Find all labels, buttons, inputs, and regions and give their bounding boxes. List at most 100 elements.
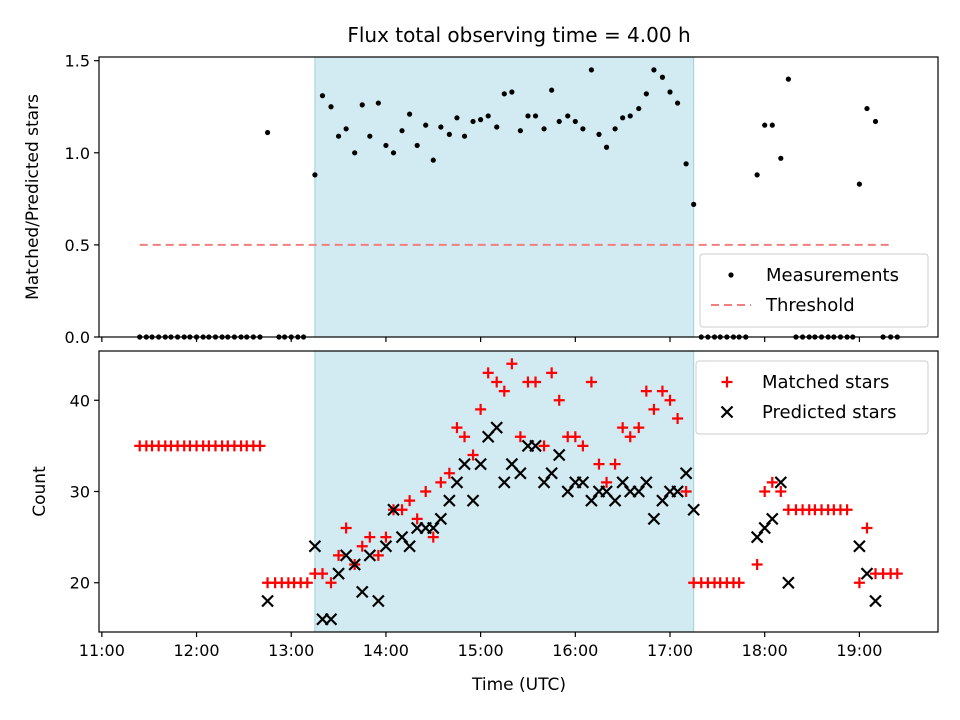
data-point <box>478 117 484 123</box>
data-point <box>383 142 389 149</box>
data-point <box>308 539 322 553</box>
data-point <box>872 118 879 125</box>
data-point <box>674 100 681 106</box>
data-point <box>565 113 571 119</box>
data-point <box>576 476 590 489</box>
data-point <box>443 494 456 507</box>
data-point <box>778 155 784 161</box>
x-tick-label: 17:00 <box>647 641 693 660</box>
data-point <box>363 549 377 562</box>
data-point <box>647 512 661 526</box>
data-point <box>356 540 368 552</box>
data-point <box>529 439 542 453</box>
y-tick-label: 1.0 <box>65 144 90 163</box>
count-panel: 11:00 12:00 13:00 14:00 15:00 16:00 17:00 18:00… <box>30 350 939 660</box>
data-point <box>532 113 539 119</box>
data-point <box>490 421 503 434</box>
x-tick-label: 13:00 <box>268 641 314 660</box>
data-point <box>766 476 778 488</box>
data-point <box>420 486 432 497</box>
data-point <box>620 115 626 121</box>
data-point <box>636 105 642 112</box>
data-point <box>733 577 745 589</box>
data-point <box>659 74 666 80</box>
data-point <box>423 122 429 128</box>
data-point <box>603 144 610 150</box>
data-point <box>403 539 416 553</box>
legend-box <box>699 253 929 328</box>
x-tick-label: 16:00 <box>552 641 598 660</box>
data-point <box>601 476 613 488</box>
data-point <box>316 568 328 580</box>
data-point <box>656 385 668 397</box>
data-point <box>766 512 779 526</box>
data-point <box>411 513 423 525</box>
legend-label: Matched stars <box>762 372 889 393</box>
data-point <box>545 466 558 480</box>
data-point <box>430 157 436 163</box>
data-point <box>541 126 547 132</box>
data-point <box>856 181 863 187</box>
data-point <box>577 440 589 452</box>
data-point <box>352 150 358 156</box>
data-point <box>459 431 471 443</box>
data-point <box>580 126 586 132</box>
data-point <box>467 449 479 461</box>
data-point <box>364 531 376 543</box>
data-point <box>509 89 515 95</box>
data-point <box>612 126 618 132</box>
y-axis-label: Matched/Predicted stars <box>23 94 43 300</box>
data-point <box>648 403 660 415</box>
data-point <box>608 494 622 507</box>
data-point <box>435 476 447 488</box>
data-point <box>491 376 503 388</box>
series-matched-stars <box>134 358 903 589</box>
data-point <box>438 124 444 130</box>
series-predicted-stars <box>261 421 882 626</box>
data-point <box>514 466 527 480</box>
data-point <box>404 495 416 507</box>
data-point <box>474 457 487 471</box>
data-point <box>319 93 326 99</box>
data-point <box>454 115 460 121</box>
data-point <box>633 422 645 434</box>
data-point <box>691 201 697 207</box>
legend-label: Predicted stars <box>762 402 896 423</box>
data-point <box>617 422 629 434</box>
axes-frame <box>98 56 939 338</box>
data-point <box>340 522 352 534</box>
data-point <box>461 133 468 139</box>
data-point <box>588 67 595 73</box>
data-point <box>762 122 768 128</box>
y-tick-label: 20 <box>70 574 90 593</box>
legend-label: Threshold <box>765 295 855 316</box>
legend-label: Measurements <box>766 265 899 286</box>
y-tick-label: 40 <box>70 391 90 410</box>
data-point <box>335 133 342 139</box>
data-point <box>860 567 874 580</box>
observing-window <box>314 56 695 338</box>
data-point <box>853 577 865 589</box>
data-point <box>396 504 408 516</box>
data-point <box>325 577 337 589</box>
data-point <box>556 118 562 125</box>
legend-marker <box>728 272 734 278</box>
data-point <box>640 385 652 397</box>
y-axis-label: Count <box>30 466 50 517</box>
data-point <box>328 104 334 110</box>
data-point <box>549 87 555 93</box>
data-point <box>498 476 511 489</box>
data-point <box>359 102 365 108</box>
data-point <box>254 440 266 452</box>
data-point <box>264 129 271 136</box>
data-point <box>585 376 597 388</box>
data-point <box>769 122 775 128</box>
data-point <box>466 494 480 507</box>
data-point <box>446 131 452 137</box>
data-point <box>312 172 318 178</box>
data-point <box>434 512 448 526</box>
data-point <box>640 476 653 489</box>
data-point <box>841 504 853 516</box>
x-axis-label: Time (UTC) <box>471 675 566 695</box>
